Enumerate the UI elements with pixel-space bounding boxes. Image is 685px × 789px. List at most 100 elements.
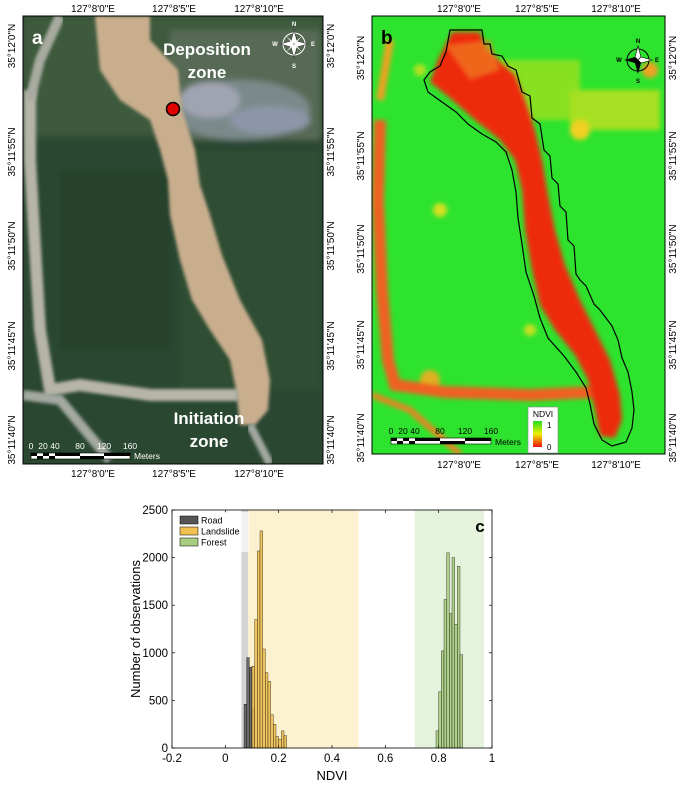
compass-n: N <box>292 22 296 28</box>
top-lon-tick: 127°8'10"E <box>234 4 284 15</box>
left-lat-tick: 35°11'55"N <box>356 131 367 180</box>
scale-unit: Meters <box>495 437 521 447</box>
compass-w: W <box>272 42 278 48</box>
panel-a-satellite-map: a Deposition zone Initiation zone N S E … <box>0 0 350 480</box>
panel-a-letter: a <box>32 28 43 49</box>
y-tick-label: 1000 <box>142 648 168 660</box>
y-tick-label: 0 <box>162 743 168 755</box>
histogram-bar-landslide <box>265 672 269 749</box>
y-tick-label: 500 <box>149 695 168 707</box>
x-tick-label: 0.4 <box>324 753 341 765</box>
histogram-bar-landslide <box>262 648 266 749</box>
right-lat-tick: 35°11'45"N <box>326 321 337 370</box>
left-lat-tick: 35°11'45"N <box>7 321 18 370</box>
compass-s: S <box>292 64 296 70</box>
histogram-bar-landslide <box>273 724 277 749</box>
y-tick-label: 2500 <box>142 505 168 517</box>
top-lon-tick: 127°8'10"E <box>591 4 641 15</box>
ndvi-colorbar <box>533 421 542 447</box>
histogram-bar-landslide <box>278 739 282 749</box>
bottom-lon-tick: 127°8'10"E <box>591 460 641 471</box>
scale-tick-label: 20 <box>38 441 48 451</box>
panel-a-svg: a Deposition zone Initiation zone N S E … <box>7 4 337 480</box>
y-tick-label: 1500 <box>142 600 168 612</box>
range-band-road <box>241 510 248 748</box>
left-lat-tick: 35°11'45"N <box>356 320 367 369</box>
right-lat-tick: 35°11'45"N <box>668 320 679 369</box>
top-lon-tick: 127°8'0"E <box>437 4 481 15</box>
compass-e: E <box>311 42 315 48</box>
initiation-zone-label-line2: zone <box>190 432 229 451</box>
left-lat-tick: 35°11'50"N <box>356 224 367 273</box>
scale-tick-label: 80 <box>435 426 445 436</box>
scale-unit: Meters <box>134 451 160 461</box>
y-axis-label: Number of observations <box>130 559 143 698</box>
histogram-bar-landslide <box>251 665 255 749</box>
satellite-image <box>23 16 323 464</box>
scale-bar: 0 20 40 80 120 160 Meters <box>389 426 521 447</box>
landslide-boundary <box>423 29 635 447</box>
bottom-lon-tick: 127°8'0"E <box>71 469 115 478</box>
legend-min: 0 <box>547 443 552 452</box>
compass-s: S <box>636 79 640 85</box>
histogram-bar-forest <box>459 654 463 749</box>
histogram-bar-forest <box>449 613 453 749</box>
compass-e: E <box>655 58 659 64</box>
top-lon-tick: 127°8'5"E <box>515 4 559 15</box>
top-lon-tick: 127°8'5"E <box>152 4 196 15</box>
x-tick-label: 0.2 <box>271 753 287 765</box>
bottom-lon-tick: 127°8'5"E <box>152 469 196 478</box>
histogram-bar-forest <box>451 557 455 749</box>
panel-c-ndvi-histogram: -0.2 0 0.2 0.4 0.6 0.8 1 0 500 1000 1500 2000 2500 c… <box>128 498 505 784</box>
right-lat-tick: 35°11'40"N <box>326 415 337 464</box>
histogram-bar-forest <box>435 730 439 749</box>
x-tick-label: 0 <box>222 753 228 765</box>
scale-tick-label: 40 <box>410 426 420 436</box>
histogram-bar-landslide <box>254 619 258 749</box>
histogram-bar-road <box>243 704 247 749</box>
x-tick-label: 0.8 <box>431 753 447 765</box>
panel-b-svg: b N S E W NDVI 1 0 0 20 40 80 120 160 Me… <box>356 4 679 471</box>
right-lat-tick: 35°11'40"N <box>668 413 679 462</box>
legend-swatch-road <box>179 515 199 525</box>
histogram-bar-forest <box>446 552 450 749</box>
right-lat-tick: 35°11'50"N <box>668 224 679 273</box>
scale-bar: 0 20 40 80 120 160 Meters <box>29 441 160 461</box>
right-lat-tick: 35°12'0"N <box>326 24 337 69</box>
x-tick-label: -0.2 <box>162 753 182 765</box>
panel-b-ndvi-map: b N S E W NDVI 1 0 0 20 40 80 120 160 Me… <box>350 0 685 478</box>
left-lat-tick: 35°11'40"N <box>7 415 18 464</box>
scale-tick-label: 0 <box>389 426 394 436</box>
histogram-bars <box>243 530 463 749</box>
deposition-zone-label-line2: zone <box>188 63 227 82</box>
right-lat-tick: 35°11'50"N <box>326 221 337 270</box>
legend-swatch-forest <box>179 537 199 547</box>
histogram-bar-forest <box>457 565 461 749</box>
scale-tick-label: 20 <box>398 426 408 436</box>
right-lat-tick: 35°11'55"N <box>326 127 337 176</box>
bottom-lon-tick: 127°8'10"E <box>234 469 284 478</box>
scale-tick-label: 40 <box>50 441 60 451</box>
x-tick-label: 1 <box>489 753 495 765</box>
scale-tick-label: 120 <box>458 426 472 436</box>
panel-c-letter: c <box>475 517 484 536</box>
histogram-bar-landslide <box>275 736 279 749</box>
right-lat-tick: 35°12'0"N <box>668 36 679 81</box>
compass-n: N <box>636 39 640 45</box>
panel-b-letter: b <box>381 28 393 49</box>
left-lat-tick: 35°11'55"N <box>7 127 18 176</box>
legend-max: 1 <box>547 421 552 430</box>
ndvi-legend: NDVI 1 0 <box>527 406 559 454</box>
legend-label-forest: Forest <box>201 538 227 548</box>
bottom-lon-tick: 127°8'0"E <box>437 460 481 471</box>
histogram-bar-landslide <box>267 681 271 749</box>
scale-tick-label: 120 <box>97 441 111 451</box>
compass-w: W <box>616 58 622 64</box>
legend-title: NDVI <box>533 409 553 419</box>
histogram-bar-landslide <box>270 714 274 749</box>
left-lat-tick: 35°11'50"N <box>7 221 18 270</box>
initiation-zone-label-line1: Initiation <box>174 409 245 428</box>
deposition-zone-label-line1: Deposition <box>163 40 251 59</box>
